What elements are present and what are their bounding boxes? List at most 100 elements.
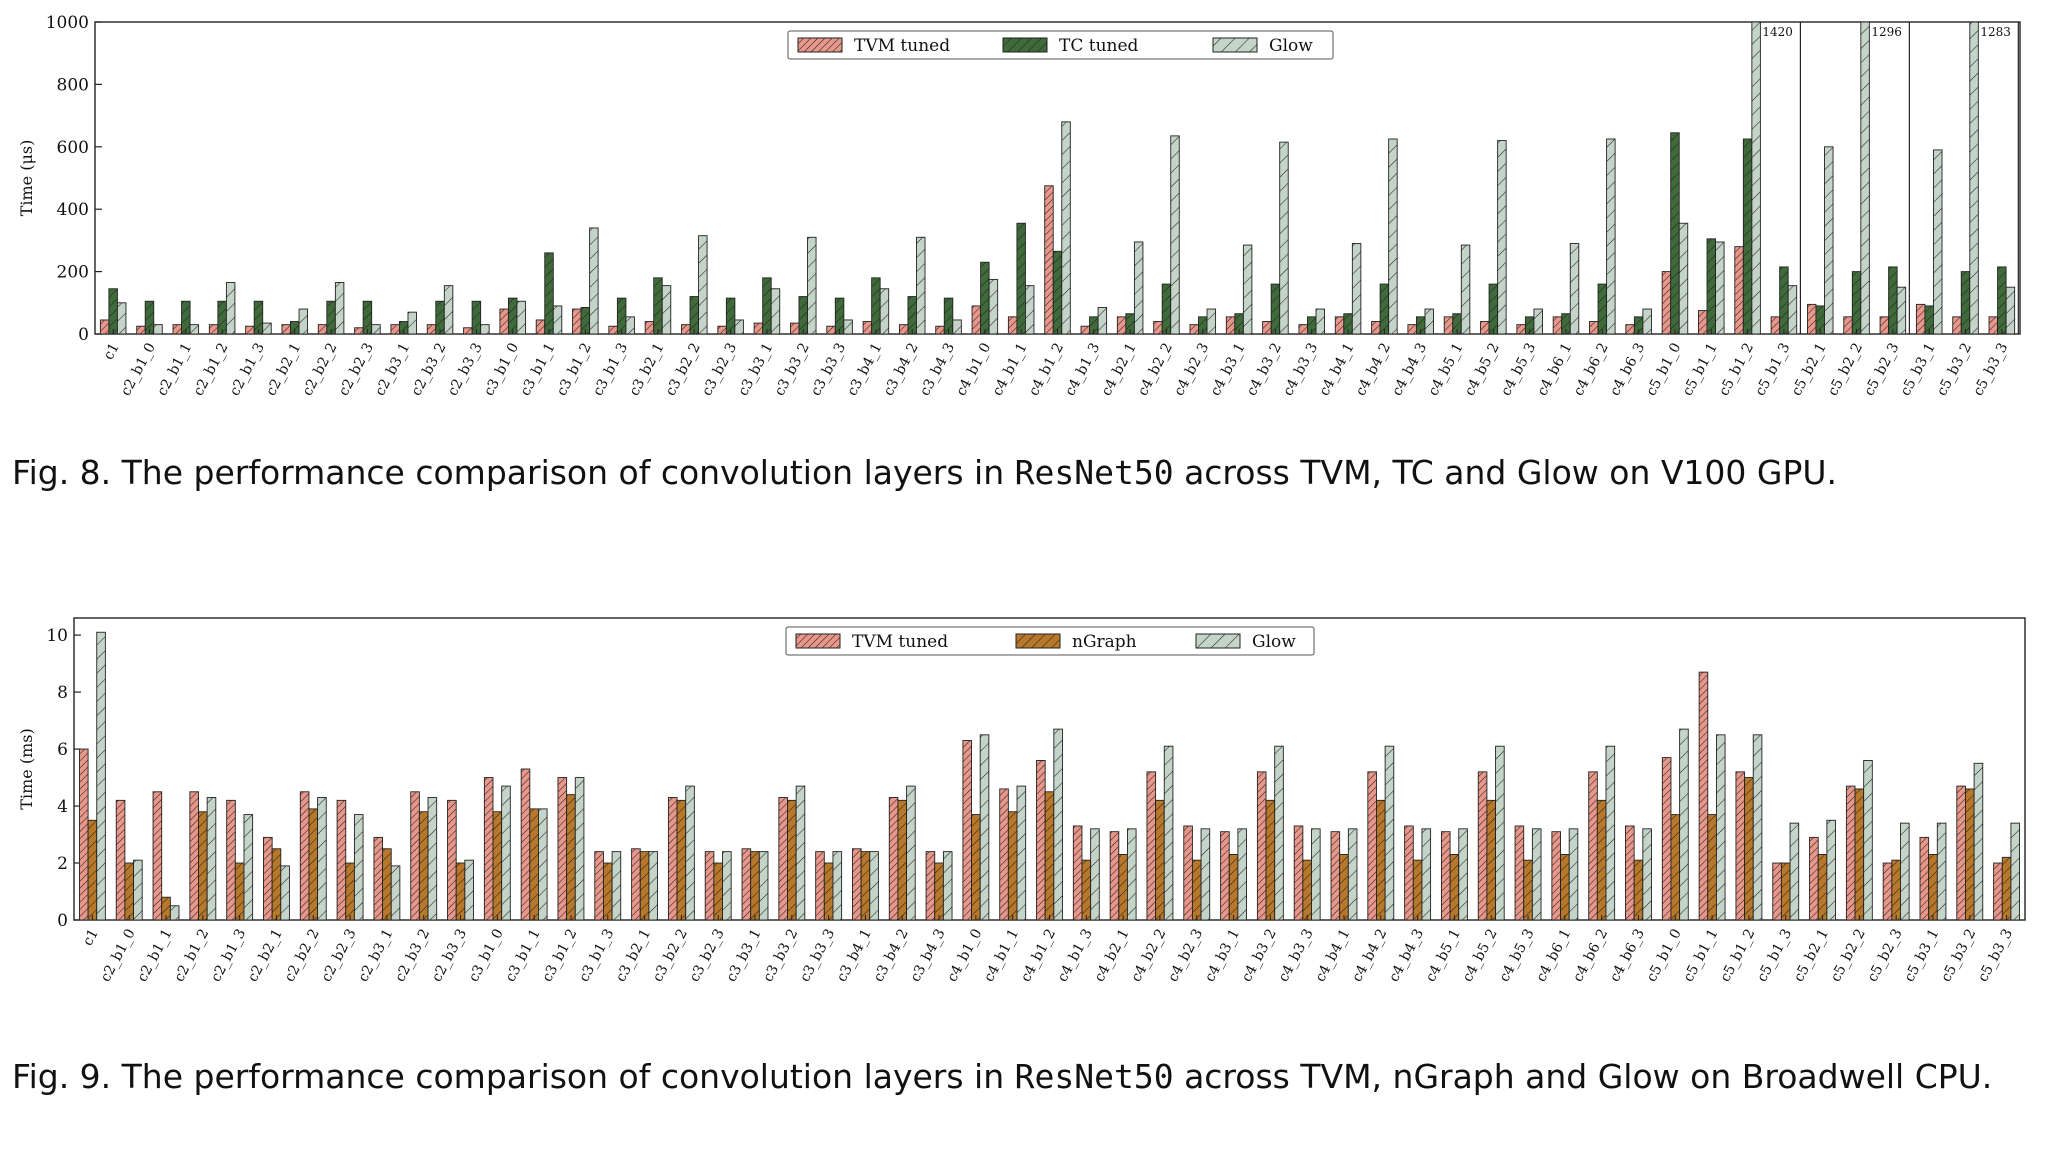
x-tick-label: c2_b2_3 — [336, 340, 377, 398]
bar-tvm-tuned — [1734, 246, 1744, 335]
x-tick-label: c4_b2_2 — [1128, 926, 1169, 984]
bar-glow — [96, 631, 106, 921]
bar-glow — [648, 851, 659, 921]
bar-tc-tuned — [871, 277, 881, 335]
bar-ngraph — [1817, 854, 1828, 921]
bar-ngraph — [492, 811, 503, 921]
bar-tvm-tuned — [1770, 316, 1781, 335]
x-tick-label: c4_b1_0 — [944, 926, 985, 984]
legend-swatch — [795, 633, 841, 649]
caption-9-prefix: Fig. 9. The performance comparison of co… — [12, 1057, 1015, 1096]
bar-tvm-tuned — [1183, 825, 1193, 921]
bar-tvm-tuned — [1407, 324, 1417, 335]
x-tick-label: c4_b3_3 — [1280, 340, 1321, 398]
y-tick-label: 200 — [57, 263, 89, 283]
bar-tvm-tuned — [115, 799, 126, 921]
bar-glow — [353, 814, 364, 921]
x-tick-label: c5_b2_1 — [1791, 926, 1832, 984]
bar-tvm-tuned — [1334, 316, 1345, 335]
bar-glow — [262, 322, 272, 335]
bar-tvm-tuned — [1514, 825, 1525, 921]
bar-glow — [843, 319, 853, 335]
bar-glow — [390, 865, 401, 921]
bar-tc-tuned — [1779, 266, 1789, 335]
x-tick-label: c3_b1_3 — [576, 926, 617, 984]
bar-tvm-tuned — [483, 777, 494, 921]
bar-glow — [1024, 285, 1035, 335]
bar-glow — [1824, 146, 1834, 335]
x-tick-label: c5_b1_3 — [1752, 340, 1793, 398]
bar-glow — [334, 282, 345, 335]
bar-tvm-tuned — [1036, 760, 1046, 921]
x-tick-label: c5_b1_2 — [1716, 340, 1757, 398]
bar-glow — [1896, 286, 1907, 335]
x-tick-label: c3_b4_3 — [917, 340, 958, 398]
bar-glow — [1133, 241, 1144, 335]
x-tick-label: c4_b2_3 — [1171, 340, 1212, 398]
bar-glow — [1090, 828, 1100, 921]
x-tick-label: c4_b5_2 — [1462, 340, 1503, 398]
bar-tvm-tuned — [1480, 321, 1490, 335]
x-tick-label: c4_b3_2 — [1239, 926, 1280, 984]
bar-tvm-tuned — [299, 791, 310, 921]
x-tick-label: c5_b1_0 — [1644, 926, 1685, 984]
bar-glow — [1388, 138, 1398, 335]
y-tick-label: 400 — [57, 200, 89, 220]
bar-glow — [1973, 762, 1984, 921]
bar-ngraph — [529, 808, 539, 921]
bar-ngraph — [1302, 859, 1312, 921]
bar-ngraph — [345, 862, 355, 921]
bar-tvm-tuned — [281, 324, 291, 335]
x-tick-label: c1 — [101, 340, 123, 362]
bar-glow — [1715, 241, 1725, 335]
bar-glow — [1016, 785, 1027, 921]
bar-glow — [1242, 244, 1253, 335]
bar-glow — [1497, 140, 1507, 335]
bar-glow — [832, 851, 843, 921]
legend-label: TVM tuned — [854, 36, 950, 56]
bar-ngraph — [1191, 859, 1202, 921]
bar-glow — [722, 851, 732, 921]
bar-ngraph — [713, 862, 723, 921]
bar-ngraph — [1891, 859, 1901, 921]
bar-tvm-tuned — [852, 848, 862, 921]
x-tick-label: c4_b1_0 — [953, 340, 994, 398]
bar-glow — [942, 851, 953, 921]
x-tick-label: c5_b3_2 — [1938, 926, 1979, 984]
bar-glow — [1206, 308, 1217, 335]
x-tick-label: c2_b1_0 — [118, 340, 159, 398]
bar-ngraph — [1486, 799, 1497, 921]
bar-glow — [1061, 121, 1071, 335]
caption-8-suffix: across TVM, TC and Glow on V100 GPU. — [1173, 453, 1838, 492]
bar-glow — [879, 288, 890, 335]
bar-tc-tuned — [1960, 271, 1971, 335]
bar-tvm-tuned — [1371, 321, 1381, 335]
x-tick-label: c2_b3_3 — [445, 340, 486, 398]
x-tick-label: c2_b2_3 — [318, 926, 359, 984]
bar-glow — [116, 302, 127, 335]
bar-tc-tuned — [1052, 250, 1063, 335]
bar-ngraph — [566, 794, 576, 921]
bar-glow — [538, 808, 548, 921]
x-tick-label: c5_b2_2 — [1828, 926, 1869, 984]
bar-tvm-tuned — [1735, 771, 1746, 921]
x-tick-label: c3_b2_2 — [650, 926, 691, 984]
x-tick-label: c4_b4_2 — [1349, 926, 1390, 984]
bar-glow — [501, 785, 511, 921]
bar-ngraph — [1081, 859, 1092, 921]
x-tick-label: c4_b6_2 — [1570, 926, 1611, 984]
bar-glow — [625, 316, 635, 335]
bar-glow — [1933, 149, 1943, 335]
bar-ngraph — [1155, 799, 1165, 921]
x-tick-label: c4_b1_1 — [990, 340, 1031, 398]
x-tick-label: c5_b3_1 — [1901, 926, 1942, 984]
bar-tvm-tuned — [962, 740, 973, 921]
y-tick-label: 6 — [57, 740, 68, 760]
bar-tvm-tuned — [390, 324, 400, 335]
bar-tc-tuned — [1706, 238, 1716, 335]
bar-glow — [243, 814, 254, 921]
bar-ngraph — [971, 814, 981, 921]
x-tick-label: c3_b1_1 — [503, 926, 544, 984]
bar-tvm-tuned — [245, 325, 255, 335]
